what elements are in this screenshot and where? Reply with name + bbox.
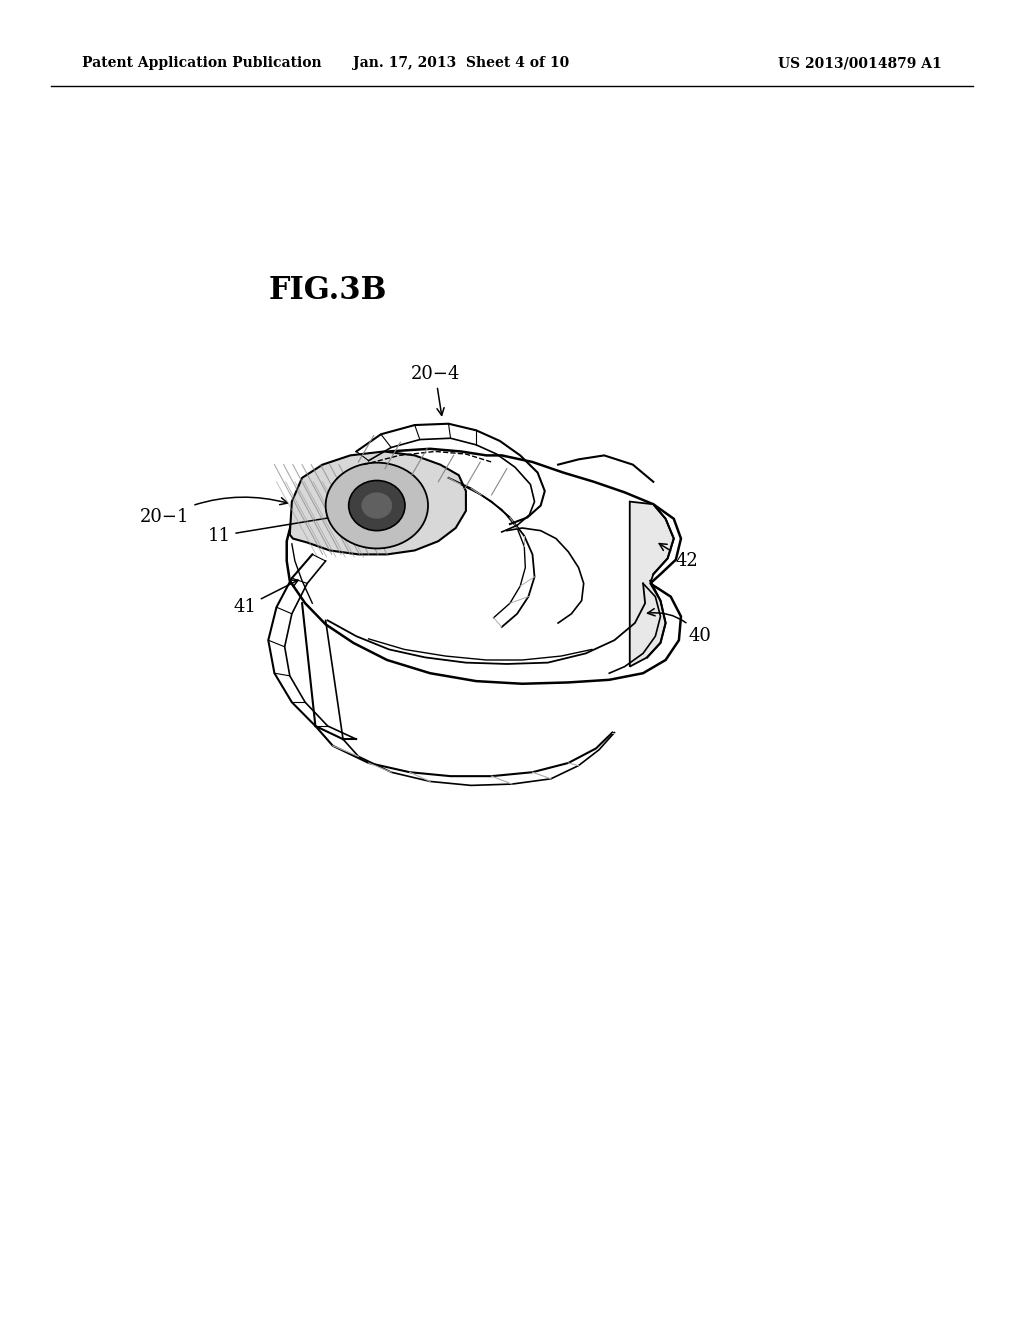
Text: 11: 11 — [208, 511, 359, 545]
PathPatch shape — [630, 502, 674, 667]
Text: 20−1: 20−1 — [140, 498, 288, 527]
Text: 20−4: 20−4 — [411, 364, 460, 416]
Text: Patent Application Publication: Patent Application Publication — [82, 57, 322, 70]
Text: 40: 40 — [647, 609, 711, 645]
Text: 42: 42 — [659, 544, 698, 570]
Text: US 2013/0014879 A1: US 2013/0014879 A1 — [778, 57, 942, 70]
Ellipse shape — [326, 463, 428, 549]
PathPatch shape — [287, 449, 681, 684]
Text: FIG.3B: FIG.3B — [268, 275, 387, 306]
PathPatch shape — [290, 451, 466, 554]
Ellipse shape — [361, 492, 392, 519]
Ellipse shape — [348, 480, 406, 531]
Text: Jan. 17, 2013  Sheet 4 of 10: Jan. 17, 2013 Sheet 4 of 10 — [352, 57, 569, 70]
Text: 41: 41 — [233, 581, 298, 616]
